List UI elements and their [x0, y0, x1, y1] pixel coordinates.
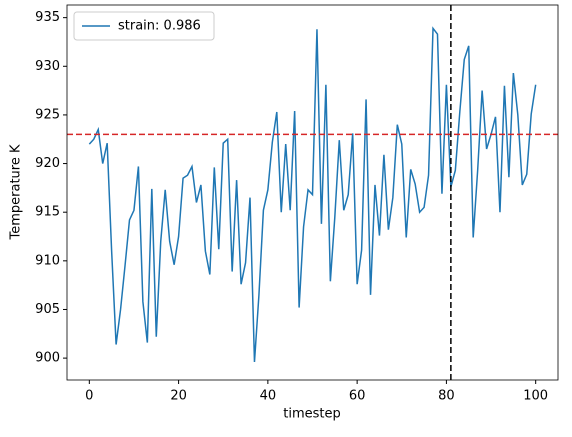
- x-axis-label: timestep: [283, 407, 341, 422]
- y-tick-label: 905: [35, 302, 60, 317]
- data-line: [88, 26, 537, 363]
- x-tick-label: 80: [438, 389, 455, 404]
- y-tick-label: 900: [35, 351, 60, 366]
- legend-label: strain: 0.986: [118, 19, 201, 34]
- y-tick-label: 930: [35, 59, 60, 74]
- x-tick-label: 100: [523, 389, 548, 404]
- x-tick-label: 20: [170, 389, 187, 404]
- x-tick-label: 40: [260, 389, 277, 404]
- y-tick-label: 910: [35, 253, 60, 268]
- y-axis-label: Temperature K: [9, 144, 24, 240]
- y-tick-label: 925: [35, 107, 60, 122]
- y-tick-label: 920: [35, 156, 60, 171]
- x-tick-label: 0: [85, 389, 93, 404]
- plot-frame: [66, 4, 559, 381]
- y-tick-label: 915: [35, 205, 60, 220]
- x-tick-label: 60: [349, 389, 366, 404]
- legend-box: [73, 11, 215, 41]
- y-tick-label: 935: [35, 10, 60, 25]
